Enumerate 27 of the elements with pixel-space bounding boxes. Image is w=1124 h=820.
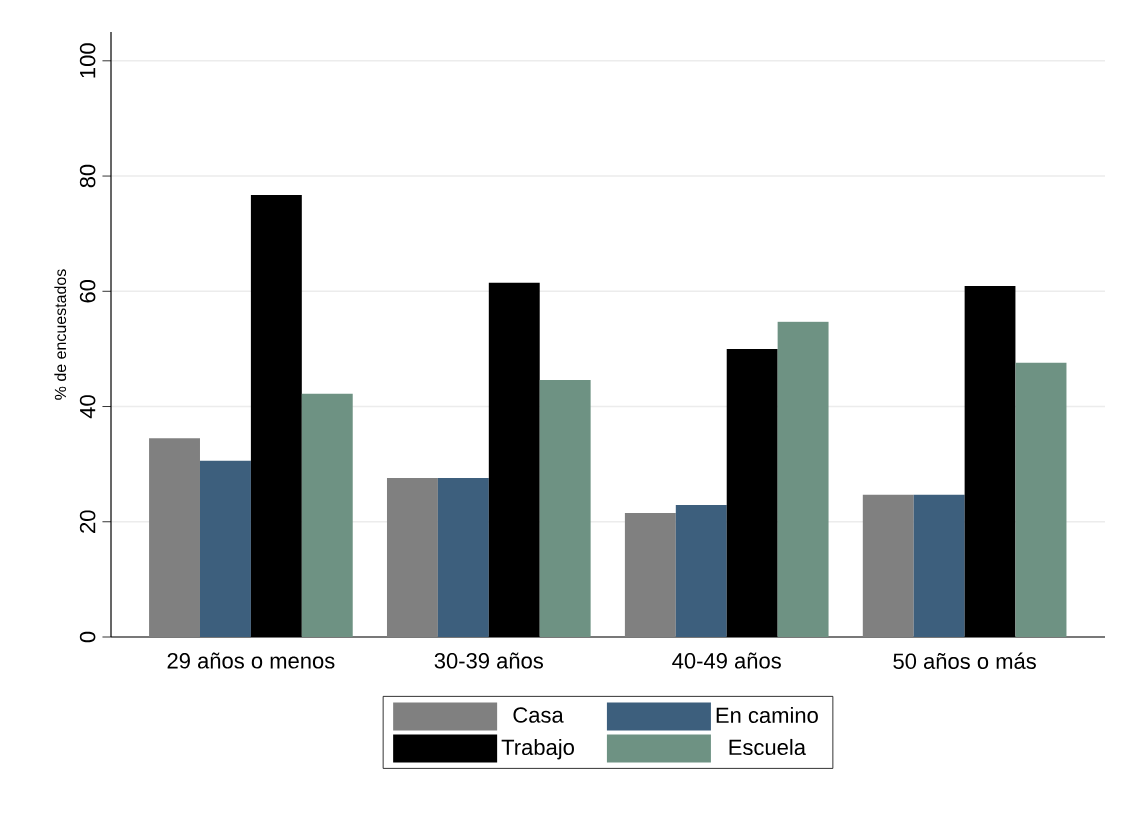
x-tick-label: 40-49 años [672, 652, 781, 669]
bar [386, 477, 438, 637]
y-tick-label: 60 [79, 279, 96, 303]
y-tick-label: 80 [79, 164, 96, 188]
y-tick-label: 40 [79, 395, 96, 419]
y-tick-label: 0 [79, 631, 96, 643]
bar [862, 494, 914, 637]
bar [777, 321, 829, 637]
bar [199, 460, 251, 637]
legend-label: Escuela [729, 738, 807, 756]
bar [539, 380, 591, 637]
bar [149, 438, 200, 637]
legend-label: Casa [513, 707, 564, 723]
x-tick-label: 50 años o más [893, 652, 1036, 670]
bar [624, 513, 676, 637]
bar [675, 505, 727, 637]
bar [1015, 362, 1067, 637]
y-tick-label: 100 [79, 43, 96, 78]
bar [913, 494, 965, 637]
legend-label: Trabajo [501, 738, 574, 760]
x-tick-label: 30-39 años [434, 652, 543, 669]
y-tick-label: 20 [79, 510, 96, 533]
legend-label: En camino [716, 706, 818, 724]
x-tick-label: 29 años o menos [167, 652, 335, 669]
y-axis-title: % de encuestados [54, 269, 67, 400]
bar [437, 477, 489, 637]
bar [301, 393, 353, 637]
